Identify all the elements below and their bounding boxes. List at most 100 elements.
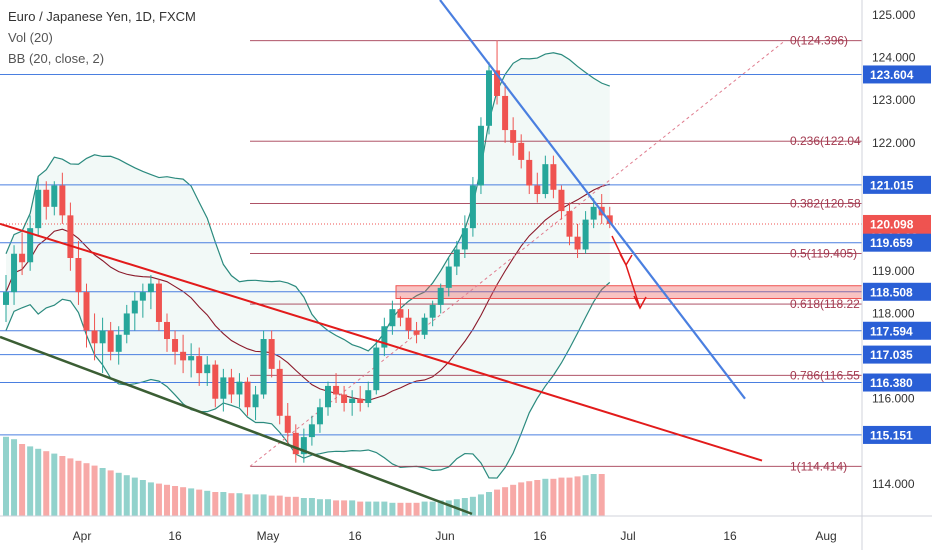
x-tick-label: 16	[168, 529, 182, 543]
volume-bar	[413, 502, 420, 516]
candle-body	[373, 347, 380, 391]
candle-body	[252, 394, 259, 408]
price-label-text: 123.604	[870, 68, 914, 82]
volume-bar	[477, 494, 484, 516]
y-tick-label: 125.000	[872, 8, 916, 22]
candle-body	[566, 211, 573, 237]
volume-bar	[518, 482, 525, 516]
candle-body	[389, 309, 396, 327]
candle-body	[11, 253, 18, 293]
candle-body	[99, 330, 106, 344]
candle-body	[325, 385, 331, 408]
candle-body	[542, 164, 549, 195]
candle-body	[172, 339, 179, 352]
volume-bar	[164, 484, 170, 516]
indicator-bb-label: BB (20, close, 2)	[8, 51, 105, 66]
candle-body	[534, 185, 541, 195]
volume-bar	[59, 456, 66, 516]
candle-body	[486, 70, 492, 126]
volume-bar	[172, 486, 179, 516]
candle-body	[405, 317, 412, 331]
volume-bar	[43, 451, 50, 516]
price-label-box	[863, 233, 931, 252]
candle-body	[365, 390, 372, 403]
volume-bar	[220, 492, 227, 516]
volume-bar	[75, 460, 82, 516]
candle-body	[276, 368, 283, 416]
volume-bar	[486, 492, 492, 516]
volume-bar	[19, 444, 26, 516]
price-label-box	[863, 321, 931, 340]
forecast-arrow	[625, 264, 647, 310]
candle-body	[115, 334, 122, 352]
price-axis-panel	[862, 0, 932, 550]
volume-bar	[123, 475, 130, 516]
candle-body	[502, 95, 509, 131]
candle-body	[260, 339, 267, 395]
candle-body	[461, 228, 468, 250]
volume-bar	[204, 490, 211, 516]
trend-lines	[0, 0, 763, 516]
volume-bar	[349, 500, 356, 516]
volume-bar	[550, 478, 557, 516]
candle-body	[123, 313, 130, 335]
volume-bar	[526, 481, 533, 516]
candle-body	[582, 219, 589, 250]
price-label-box	[863, 282, 931, 301]
volume-bar	[260, 494, 267, 516]
volume-bar	[389, 502, 396, 516]
chart-legend: Euro / Japanese Yen, 1D, FXCM Vol (20) B…	[8, 6, 196, 69]
candle-body	[429, 304, 436, 318]
volume-bar	[228, 493, 235, 516]
candle-body	[341, 394, 348, 403]
fib-level-label: 1(114.414)	[790, 459, 847, 473]
volume-bar	[421, 501, 428, 516]
volume-bar	[429, 501, 436, 516]
price-label-text: 121.015	[870, 178, 914, 192]
candle-body	[453, 249, 460, 267]
y-tick-label: 114.000	[872, 477, 915, 491]
fib-level-label: 0.786(116.55	[790, 368, 860, 382]
chart-title: Euro / Japanese Yen, 1D, FXCM	[8, 9, 196, 24]
volume-bar	[252, 494, 259, 516]
volume-bar	[107, 470, 114, 516]
volume-bar	[236, 493, 243, 516]
bollinger-bands	[5, 52, 611, 479]
candle-body	[606, 215, 613, 224]
candle-body	[139, 292, 146, 301]
volume-bar	[212, 492, 219, 516]
price-label-text: 117.594	[870, 324, 913, 338]
candle-body	[397, 309, 404, 318]
volume-bar	[155, 483, 162, 516]
x-tick-label: May	[257, 529, 280, 543]
candle-body	[43, 189, 50, 207]
volume-bar	[445, 500, 452, 516]
candle-body	[51, 185, 58, 207]
volume-bar	[300, 498, 307, 516]
volume-bar	[341, 500, 348, 516]
candle-body	[381, 326, 388, 348]
candle-body	[155, 283, 162, 322]
x-tick-label: 16	[348, 529, 362, 543]
volume-bar	[91, 465, 98, 516]
y-tick-label: 119.000	[872, 264, 915, 278]
volume-bar	[437, 500, 444, 516]
volume-bar	[494, 489, 501, 516]
volume-bar	[598, 474, 605, 516]
candle-body	[220, 377, 227, 399]
candle-body	[357, 398, 364, 403]
price-label-box	[863, 65, 931, 84]
candle-body	[196, 356, 203, 374]
fib-level-label: 0.382(120.58	[790, 196, 861, 210]
blue-trend-line	[439, 0, 746, 400]
volume-bar	[502, 487, 509, 516]
volume-bar	[405, 502, 412, 516]
price-label-box	[863, 214, 931, 233]
y-tick-label: 116.000	[872, 392, 915, 406]
candle-body	[244, 381, 251, 408]
volume-bar	[574, 476, 581, 516]
price-label-text: 115.151	[870, 428, 913, 442]
volume-bar	[284, 496, 291, 516]
volume-bar	[397, 502, 404, 516]
